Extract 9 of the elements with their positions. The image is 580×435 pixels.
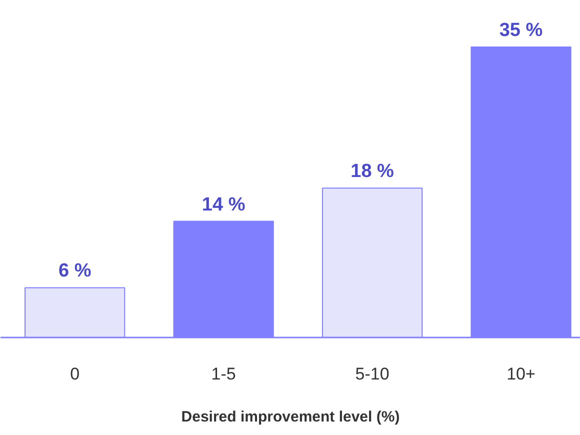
data-label: 18 % [350, 161, 394, 182]
x-axis-title: Desired improvement level (%) [181, 408, 400, 426]
x-tick-label: 5-10 [355, 364, 390, 384]
x-tick-label: 0 [70, 364, 80, 384]
x-tick-label: 10+ [506, 364, 536, 384]
x-tick-label: 1-5 [211, 364, 236, 384]
data-label: 14 % [202, 194, 246, 216]
data-label: 35 % [499, 20, 543, 41]
data-label: 6 % [58, 260, 92, 282]
